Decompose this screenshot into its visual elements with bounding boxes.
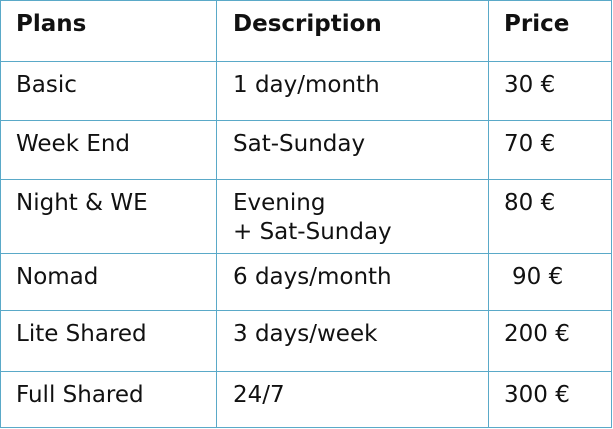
plan-description: 24/7 [216,371,489,428]
description-line: 1 day/month [233,72,380,98]
header-description: Description [216,0,489,62]
header-price: Price [488,0,612,62]
plan-description: Sat-Sunday [216,120,489,180]
plan-name: Lite Shared [0,310,217,372]
plan-description: 6 days/month [216,253,489,311]
plan-name: Night & WE [0,179,217,254]
header-plans: Plans [0,0,217,62]
description-line: 6 days/month [233,264,392,290]
plan-price: 300 € [488,371,612,428]
plan-name: Basic [0,61,217,121]
plan-description: 3 days/week [216,310,489,372]
description-line: 3 days/week [233,321,378,347]
plan-price: 200 € [488,310,612,372]
description-line: Sat-Sunday [233,131,366,157]
plan-price: 30 € [488,61,612,121]
plan-price: 80 € [488,179,612,254]
table-header: Plans Description Price [0,0,612,62]
description-line: + Sat-Sunday [233,219,392,245]
plan-description: 1 day/month [216,61,489,121]
description-line: Evening [233,190,326,216]
description-line: 24/7 [233,382,285,408]
plan-name: Full Shared [0,371,217,428]
plan-name: Week End [0,120,217,180]
table-row: Night & WE Evening + Sat-Sunday 80 € [0,179,612,254]
plan-name: Nomad [0,253,217,311]
table-body: Basic 1 day/month 30 € Week End Sat-Sund… [0,61,612,428]
header-row: Plans Description Price [0,0,612,62]
plan-description: Evening + Sat-Sunday [216,179,489,254]
plan-price: 90 € [488,253,612,311]
table-row: Lite Shared 3 days/week 200 € [0,310,612,372]
table-row: Week End Sat-Sunday 70 € [0,120,612,180]
plan-price: 70 € [488,120,612,180]
table-row: Full Shared 24/7 300 € [0,371,612,428]
plan-price-value: 90 € [512,264,564,290]
table-row: Nomad 6 days/month 90 € [0,253,612,311]
table-row: Basic 1 day/month 30 € [0,61,612,121]
